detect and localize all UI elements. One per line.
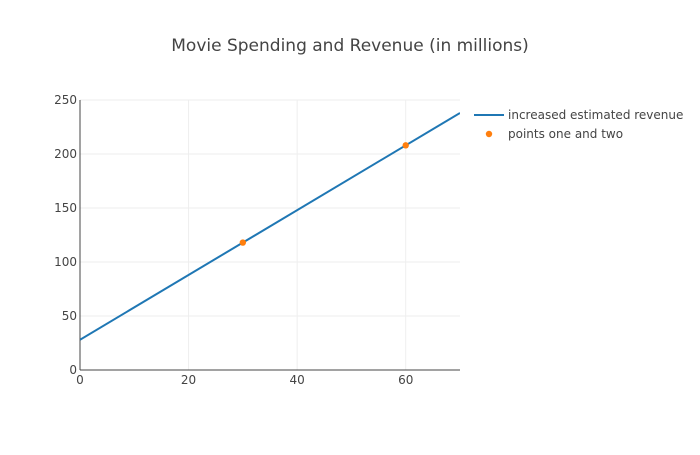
data-point[interactable] [402, 142, 409, 149]
legend-marker-swatch [485, 130, 493, 138]
y-tick-label: 200 [54, 147, 77, 161]
chart-title: Movie Spending and Revenue (in millions) [171, 36, 529, 56]
legend-label: points one and two [508, 127, 623, 141]
legend[interactable]: increased estimated revenue points one an… [474, 108, 683, 141]
x-tick-label: 0 [76, 373, 84, 387]
y-tick-label: 100 [54, 255, 77, 269]
legend-item[interactable]: increased estimated revenue [474, 108, 683, 122]
x-tick-label: 40 [290, 373, 305, 387]
legend-label: increased estimated revenue [508, 108, 683, 122]
y-tick-label: 50 [62, 309, 77, 323]
data-point[interactable] [239, 239, 247, 246]
x-tick-label: 20 [181, 373, 196, 387]
series-line [80, 112, 460, 341]
axes: 0 20 40 60 0 50 100 150 200 250 [54, 93, 460, 387]
y-tick-label: 250 [54, 93, 77, 107]
plot-area [80, 112, 460, 341]
y-tick-label: 150 [54, 201, 77, 215]
y-tick-label: 0 [69, 363, 77, 377]
x-tick-label: 60 [398, 373, 413, 387]
legend-item[interactable]: points one and two [485, 127, 623, 141]
gridlines [80, 99, 460, 370]
